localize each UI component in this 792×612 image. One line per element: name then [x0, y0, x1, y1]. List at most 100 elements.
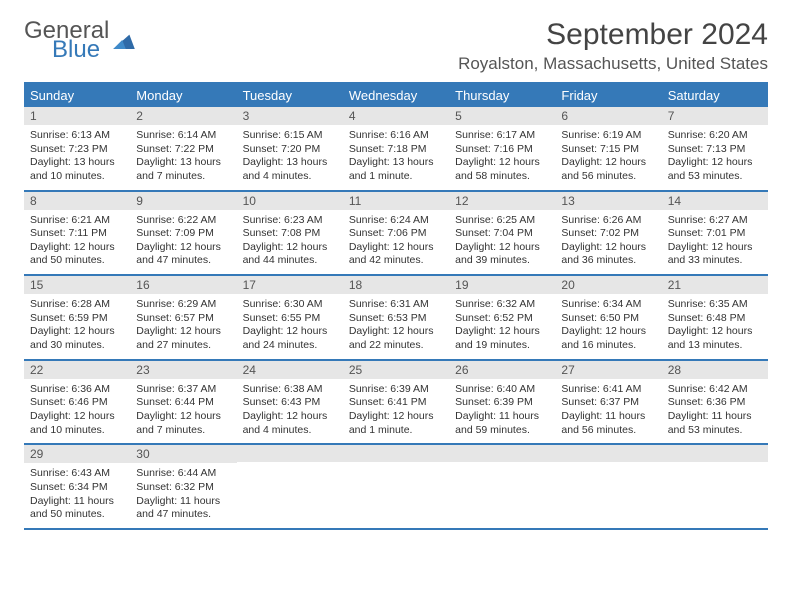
- sunset-text: Sunset: 6:36 PM: [668, 396, 762, 410]
- daylight-text: Daylight: 12 hours and 4 minutes.: [243, 410, 337, 437]
- daylight-text: Daylight: 12 hours and 42 minutes.: [349, 241, 443, 268]
- daylight-text: Daylight: 12 hours and 27 minutes.: [136, 325, 230, 352]
- day-number: 12: [449, 192, 555, 210]
- day-number: 28: [662, 361, 768, 379]
- weekday-monday: Monday: [130, 84, 236, 107]
- day-number: 19: [449, 276, 555, 294]
- empty-cell: [662, 445, 768, 528]
- day-cell: 25Sunrise: 6:39 AMSunset: 6:41 PMDayligh…: [343, 361, 449, 444]
- sunrise-text: Sunrise: 6:31 AM: [349, 298, 443, 312]
- day-info: Sunrise: 6:39 AMSunset: 6:41 PMDaylight:…: [343, 379, 449, 444]
- day-info: Sunrise: 6:24 AMSunset: 7:06 PMDaylight:…: [343, 210, 449, 275]
- day-number: 8: [24, 192, 130, 210]
- sunrise-text: Sunrise: 6:32 AM: [455, 298, 549, 312]
- day-info: Sunrise: 6:25 AMSunset: 7:04 PMDaylight:…: [449, 210, 555, 275]
- day-cell: 17Sunrise: 6:30 AMSunset: 6:55 PMDayligh…: [237, 276, 343, 359]
- sunrise-text: Sunrise: 6:38 AM: [243, 383, 337, 397]
- location-label: Royalston, Massachusetts, United States: [458, 54, 768, 74]
- sunset-text: Sunset: 7:22 PM: [136, 143, 230, 157]
- day-info: Sunrise: 6:27 AMSunset: 7:01 PMDaylight:…: [662, 210, 768, 275]
- day-number: 29: [24, 445, 130, 463]
- day-info: Sunrise: 6:42 AMSunset: 6:36 PMDaylight:…: [662, 379, 768, 444]
- weekday-saturday: Saturday: [662, 84, 768, 107]
- day-info: Sunrise: 6:15 AMSunset: 7:20 PMDaylight:…: [237, 125, 343, 190]
- day-number: 6: [555, 107, 661, 125]
- day-cell: 29Sunrise: 6:43 AMSunset: 6:34 PMDayligh…: [24, 445, 130, 528]
- sunrise-text: Sunrise: 6:30 AM: [243, 298, 337, 312]
- sunrise-text: Sunrise: 6:44 AM: [136, 467, 230, 481]
- day-info: Sunrise: 6:38 AMSunset: 6:43 PMDaylight:…: [237, 379, 343, 444]
- daylight-text: Daylight: 12 hours and 50 minutes.: [30, 241, 124, 268]
- sunrise-text: Sunrise: 6:42 AM: [668, 383, 762, 397]
- day-info: Sunrise: 6:37 AMSunset: 6:44 PMDaylight:…: [130, 379, 236, 444]
- week-row: 22Sunrise: 6:36 AMSunset: 6:46 PMDayligh…: [24, 361, 768, 446]
- day-info: [662, 462, 768, 520]
- daylight-text: Daylight: 11 hours and 50 minutes.: [30, 495, 124, 522]
- empty-cell: [343, 445, 449, 528]
- day-info: Sunrise: 6:34 AMSunset: 6:50 PMDaylight:…: [555, 294, 661, 359]
- weekday-thursday: Thursday: [449, 84, 555, 107]
- sunset-text: Sunset: 6:59 PM: [30, 312, 124, 326]
- daylight-text: Daylight: 12 hours and 1 minute.: [349, 410, 443, 437]
- sunrise-text: Sunrise: 6:27 AM: [668, 214, 762, 228]
- day-cell: 28Sunrise: 6:42 AMSunset: 6:36 PMDayligh…: [662, 361, 768, 444]
- day-number: 4: [343, 107, 449, 125]
- sunset-text: Sunset: 6:37 PM: [561, 396, 655, 410]
- day-number: 26: [449, 361, 555, 379]
- sunset-text: Sunset: 7:01 PM: [668, 227, 762, 241]
- daylight-text: Daylight: 12 hours and 39 minutes.: [455, 241, 549, 268]
- day-info: Sunrise: 6:26 AMSunset: 7:02 PMDaylight:…: [555, 210, 661, 275]
- daylight-text: Daylight: 12 hours and 30 minutes.: [30, 325, 124, 352]
- sunrise-text: Sunrise: 6:21 AM: [30, 214, 124, 228]
- sunset-text: Sunset: 7:09 PM: [136, 227, 230, 241]
- sunset-text: Sunset: 6:32 PM: [136, 481, 230, 495]
- day-info: Sunrise: 6:21 AMSunset: 7:11 PMDaylight:…: [24, 210, 130, 275]
- day-info: [237, 462, 343, 520]
- sunrise-text: Sunrise: 6:17 AM: [455, 129, 549, 143]
- day-cell: 24Sunrise: 6:38 AMSunset: 6:43 PMDayligh…: [237, 361, 343, 444]
- day-info: Sunrise: 6:20 AMSunset: 7:13 PMDaylight:…: [662, 125, 768, 190]
- day-cell: 14Sunrise: 6:27 AMSunset: 7:01 PMDayligh…: [662, 192, 768, 275]
- daylight-text: Daylight: 12 hours and 13 minutes.: [668, 325, 762, 352]
- day-number: 15: [24, 276, 130, 294]
- day-cell: 21Sunrise: 6:35 AMSunset: 6:48 PMDayligh…: [662, 276, 768, 359]
- sunrise-text: Sunrise: 6:23 AM: [243, 214, 337, 228]
- sunrise-text: Sunrise: 6:26 AM: [561, 214, 655, 228]
- day-cell: 4Sunrise: 6:16 AMSunset: 7:18 PMDaylight…: [343, 107, 449, 190]
- weekday-sunday: Sunday: [24, 84, 130, 107]
- day-number: [555, 445, 661, 462]
- sunrise-text: Sunrise: 6:29 AM: [136, 298, 230, 312]
- daylight-text: Daylight: 12 hours and 58 minutes.: [455, 156, 549, 183]
- weekday-header-row: SundayMondayTuesdayWednesdayThursdayFrid…: [24, 84, 768, 107]
- sunset-text: Sunset: 7:20 PM: [243, 143, 337, 157]
- day-info: [449, 462, 555, 520]
- day-cell: 22Sunrise: 6:36 AMSunset: 6:46 PMDayligh…: [24, 361, 130, 444]
- day-number: 16: [130, 276, 236, 294]
- day-info: [555, 462, 661, 520]
- day-cell: 26Sunrise: 6:40 AMSunset: 6:39 PMDayligh…: [449, 361, 555, 444]
- calendar: SundayMondayTuesdayWednesdayThursdayFrid…: [24, 82, 768, 530]
- week-row: 8Sunrise: 6:21 AMSunset: 7:11 PMDaylight…: [24, 192, 768, 277]
- sunset-text: Sunset: 6:41 PM: [349, 396, 443, 410]
- sunrise-text: Sunrise: 6:39 AM: [349, 383, 443, 397]
- day-info: Sunrise: 6:31 AMSunset: 6:53 PMDaylight:…: [343, 294, 449, 359]
- day-number: 7: [662, 107, 768, 125]
- daylight-text: Daylight: 12 hours and 53 minutes.: [668, 156, 762, 183]
- daylight-text: Daylight: 11 hours and 47 minutes.: [136, 495, 230, 522]
- day-number: 23: [130, 361, 236, 379]
- week-row: 15Sunrise: 6:28 AMSunset: 6:59 PMDayligh…: [24, 276, 768, 361]
- sunrise-text: Sunrise: 6:41 AM: [561, 383, 655, 397]
- day-number: 10: [237, 192, 343, 210]
- day-info: Sunrise: 6:16 AMSunset: 7:18 PMDaylight:…: [343, 125, 449, 190]
- sunset-text: Sunset: 6:44 PM: [136, 396, 230, 410]
- day-number: 24: [237, 361, 343, 379]
- sunrise-text: Sunrise: 6:36 AM: [30, 383, 124, 397]
- sunset-text: Sunset: 7:15 PM: [561, 143, 655, 157]
- day-info: Sunrise: 6:14 AMSunset: 7:22 PMDaylight:…: [130, 125, 236, 190]
- sunset-text: Sunset: 7:16 PM: [455, 143, 549, 157]
- day-cell: 23Sunrise: 6:37 AMSunset: 6:44 PMDayligh…: [130, 361, 236, 444]
- sunrise-text: Sunrise: 6:15 AM: [243, 129, 337, 143]
- day-cell: 6Sunrise: 6:19 AMSunset: 7:15 PMDaylight…: [555, 107, 661, 190]
- sunrise-text: Sunrise: 6:34 AM: [561, 298, 655, 312]
- brand-logo: General Blue: [24, 18, 135, 62]
